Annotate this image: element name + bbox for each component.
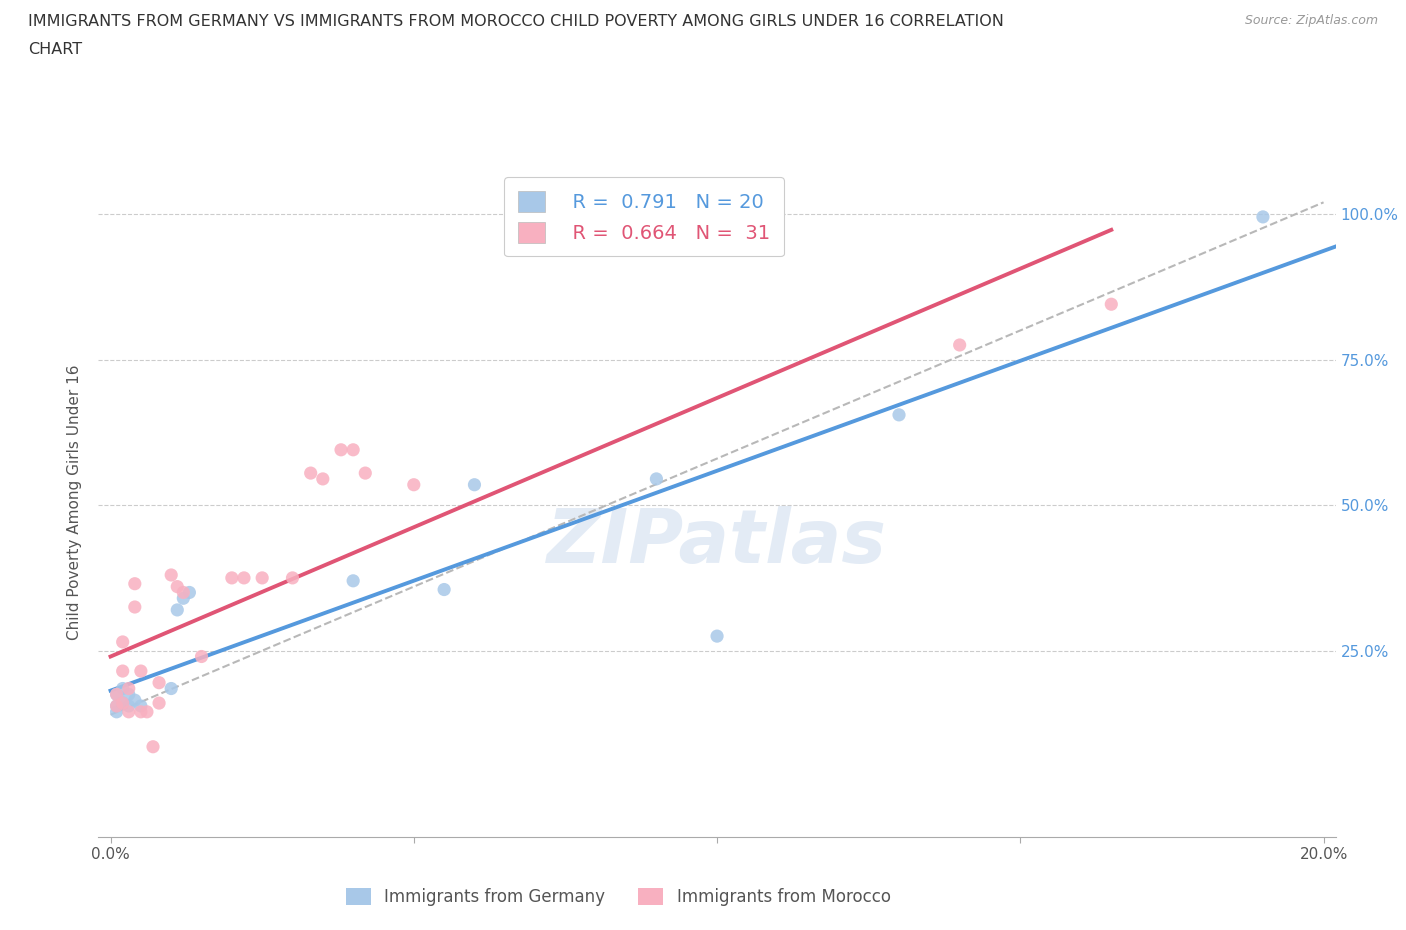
- Point: [342, 574, 364, 589]
- Point: [118, 681, 141, 696]
- Point: [463, 477, 485, 492]
- Text: CHART: CHART: [28, 42, 82, 57]
- Point: [281, 570, 304, 585]
- Point: [111, 696, 134, 711]
- Point: [233, 570, 256, 585]
- Point: [118, 687, 141, 702]
- Point: [148, 675, 170, 690]
- Point: [118, 704, 141, 719]
- Point: [1251, 209, 1274, 224]
- Point: [129, 664, 152, 679]
- Point: [105, 698, 128, 713]
- Point: [105, 687, 128, 702]
- Point: [105, 704, 128, 719]
- Point: [330, 443, 353, 458]
- Text: ZIPatlas: ZIPatlas: [547, 506, 887, 578]
- Point: [142, 739, 165, 754]
- Point: [124, 600, 146, 615]
- Point: [645, 472, 668, 486]
- Y-axis label: Child Poverty Among Girls Under 16: Child Poverty Among Girls Under 16: [67, 365, 83, 640]
- Point: [354, 466, 377, 481]
- Point: [433, 582, 456, 597]
- Point: [342, 443, 364, 458]
- Point: [148, 696, 170, 711]
- Point: [160, 681, 183, 696]
- Point: [111, 696, 134, 711]
- Point: [172, 585, 194, 600]
- Point: [105, 687, 128, 702]
- Point: [949, 338, 972, 352]
- Point: [166, 603, 188, 618]
- Point: [111, 634, 134, 649]
- Point: [402, 477, 425, 492]
- Point: [299, 466, 322, 481]
- Point: [124, 693, 146, 708]
- Point: [221, 570, 243, 585]
- Point: [887, 407, 910, 422]
- Point: [312, 472, 335, 486]
- Point: [160, 567, 183, 582]
- Point: [179, 585, 201, 600]
- Text: Source: ZipAtlas.com: Source: ZipAtlas.com: [1244, 14, 1378, 27]
- Legend: Immigrants from Germany, Immigrants from Morocco: Immigrants from Germany, Immigrants from…: [336, 878, 901, 916]
- Point: [129, 698, 152, 713]
- Point: [250, 570, 273, 585]
- Point: [111, 664, 134, 679]
- Point: [706, 629, 728, 644]
- Point: [118, 698, 141, 713]
- Text: IMMIGRANTS FROM GERMANY VS IMMIGRANTS FROM MOROCCO CHILD POVERTY AMONG GIRLS UND: IMMIGRANTS FROM GERMANY VS IMMIGRANTS FR…: [28, 14, 1004, 29]
- Point: [105, 698, 128, 713]
- Point: [111, 681, 134, 696]
- Point: [124, 577, 146, 591]
- Point: [190, 649, 212, 664]
- Point: [166, 579, 188, 594]
- Point: [172, 591, 194, 605]
- Point: [136, 704, 159, 719]
- Point: [1099, 297, 1122, 312]
- Point: [129, 704, 152, 719]
